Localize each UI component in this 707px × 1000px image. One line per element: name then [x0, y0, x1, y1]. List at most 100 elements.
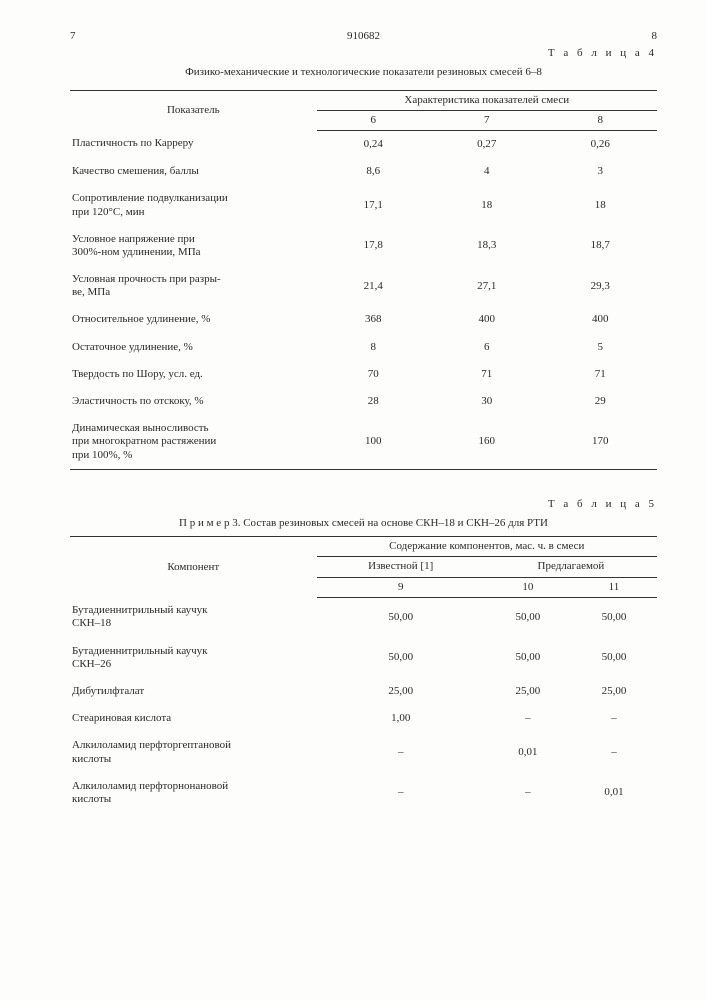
row-label: Эластичность по отскоку, %	[70, 388, 317, 415]
row-value: 50,00	[485, 638, 571, 678]
row-value: 71	[430, 361, 543, 388]
page-left: 7	[70, 30, 76, 43]
page-right: 8	[652, 30, 658, 43]
row-value: 17,1	[317, 185, 430, 225]
row-value: –	[317, 773, 485, 813]
row-value: 50,00	[485, 597, 571, 637]
row-value: –	[571, 705, 657, 732]
table5-label: Т а б л и ц а 5	[70, 498, 657, 511]
example-prefix: П р и м е р 3.	[179, 517, 240, 529]
table-row: Эластичность по отскоку, %283029	[70, 388, 657, 415]
row-value: 0,26	[544, 130, 658, 158]
row-value: –	[485, 705, 571, 732]
row-value: 160	[430, 415, 543, 469]
row-label: Дибутилфталат	[70, 678, 317, 705]
table-row: Бутадиеннитрильный каучукСКН–1850,0050,0…	[70, 597, 657, 637]
row-value: 18	[544, 185, 658, 225]
table4-header-indicator: Показатель	[70, 90, 317, 130]
table4-col-8: 8	[544, 110, 658, 130]
row-value: 4	[430, 158, 543, 185]
row-value: 400	[544, 306, 658, 333]
table-row: Алкилоламид перфторнонановойкислоты––0,0…	[70, 773, 657, 813]
table-row: Стеариновая кислота1,00––	[70, 705, 657, 732]
table4-label: Т а б л и ц а 4	[70, 47, 657, 60]
table4-col-7: 7	[430, 110, 543, 130]
row-label: Алкилоламид перфторнонановойкислоты	[70, 773, 317, 813]
row-value: 8	[317, 334, 430, 361]
row-value: 0,01	[571, 773, 657, 813]
row-label: Условное напряжение при300%-ном удлинени…	[70, 226, 317, 266]
row-label: Стеариновая кислота	[70, 705, 317, 732]
row-label: Бутадиеннитрильный каучукСКН–18	[70, 597, 317, 637]
row-value: 25,00	[317, 678, 485, 705]
table4: Показатель Характеристика показателей см…	[70, 90, 657, 469]
row-value: 29	[544, 388, 658, 415]
row-value: 28	[317, 388, 430, 415]
table5-col-9: 9	[317, 577, 485, 597]
table4-caption: Физико-механические и технологические по…	[70, 66, 657, 79]
row-value: 5	[544, 334, 658, 361]
row-label: Бутадиеннитрильный каучукСКН–26	[70, 638, 317, 678]
table-row: Динамическая выносливостьпри многократно…	[70, 415, 657, 469]
table5-header-component: Компонент	[70, 537, 317, 598]
row-value: 8,6	[317, 158, 430, 185]
row-value: 50,00	[317, 597, 485, 637]
row-label: Условная прочность при разры-ве, МПа	[70, 266, 317, 306]
row-label: Алкилоламид перфторгептановойкислоты	[70, 732, 317, 772]
row-value: 18,7	[544, 226, 658, 266]
table-row: Сопротивление подвулканизациипри 120°С, …	[70, 185, 657, 225]
row-value: 0,01	[485, 732, 571, 772]
row-value: 50,00	[571, 597, 657, 637]
row-label: Остаточное удлинение, %	[70, 334, 317, 361]
table-row: Условное напряжение при300%-ном удлинени…	[70, 226, 657, 266]
row-label: Пластичность по Карреру	[70, 130, 317, 158]
row-value: 368	[317, 306, 430, 333]
table-row: Твердость по Шору, усл. ед.707171	[70, 361, 657, 388]
row-value: 18,3	[430, 226, 543, 266]
row-label: Динамическая выносливостьпри многократно…	[70, 415, 317, 469]
row-value: –	[485, 773, 571, 813]
row-value: 400	[430, 306, 543, 333]
row-value: 25,00	[485, 678, 571, 705]
row-value: 3	[544, 158, 658, 185]
row-label: Качество смешения, баллы	[70, 158, 317, 185]
row-value: 50,00	[317, 638, 485, 678]
table-row: Условная прочность при разры-ве, МПа21,4…	[70, 266, 657, 306]
row-value: 18	[430, 185, 543, 225]
row-value: 29,3	[544, 266, 658, 306]
table5: Компонент Содержание компонентов, мас. ч…	[70, 536, 657, 813]
table5-sub-known: Известной [1]	[317, 557, 485, 577]
row-label: Твердость по Шору, усл. ед.	[70, 361, 317, 388]
row-value: 1,00	[317, 705, 485, 732]
row-value: –	[317, 732, 485, 772]
table-row: Относительное удлинение, %368400400	[70, 306, 657, 333]
row-value: –	[571, 732, 657, 772]
row-value: 30	[430, 388, 543, 415]
table-row: Остаточное удлинение, %865	[70, 334, 657, 361]
doc-number: 910682	[347, 30, 380, 43]
row-value: 6	[430, 334, 543, 361]
table-row: Пластичность по Карреру0,240,270,26	[70, 130, 657, 158]
row-value: 25,00	[571, 678, 657, 705]
example-text: Состав резиновых смесей на основе СКН–18…	[243, 517, 548, 529]
row-value: 70	[317, 361, 430, 388]
table-row: Дибутилфталат25,0025,0025,00	[70, 678, 657, 705]
table5-sub-proposed: Предлагаемой	[485, 557, 657, 577]
row-label: Сопротивление подвулканизациипри 120°С, …	[70, 185, 317, 225]
table4-col-6: 6	[317, 110, 430, 130]
table5-example: П р и м е р 3. Состав резиновых смесей н…	[70, 517, 657, 530]
table-row: Бутадиеннитрильный каучукСКН–2650,0050,0…	[70, 638, 657, 678]
table-row: Качество смешения, баллы8,643	[70, 158, 657, 185]
row-value: 0,27	[430, 130, 543, 158]
row-value: 71	[544, 361, 658, 388]
table5-col-11: 11	[571, 577, 657, 597]
table-row: Алкилоламид перфторгептановойкислоты–0,0…	[70, 732, 657, 772]
page-header: 7 910682 8	[70, 30, 657, 43]
row-value: 17,8	[317, 226, 430, 266]
table5-col-10: 10	[485, 577, 571, 597]
row-label: Относительное удлинение, %	[70, 306, 317, 333]
row-value: 21,4	[317, 266, 430, 306]
row-value: 27,1	[430, 266, 543, 306]
table5-header-group: Содержание компонентов, мас. ч. в смеси	[317, 537, 657, 557]
row-value: 50,00	[571, 638, 657, 678]
